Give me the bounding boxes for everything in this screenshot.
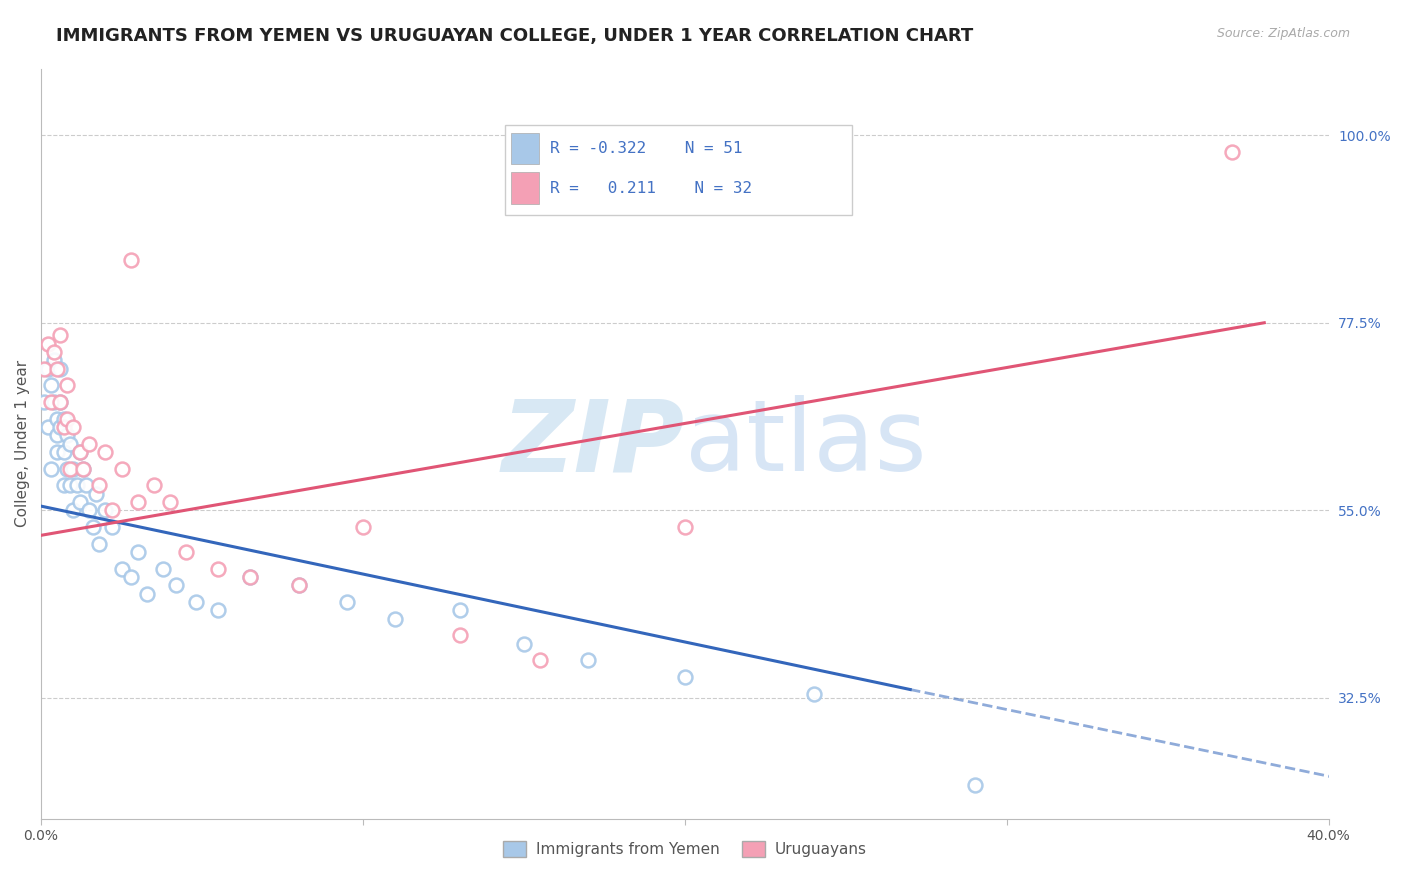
Point <box>69 495 91 509</box>
Text: ZIP: ZIP <box>502 395 685 492</box>
Point <box>56 378 79 392</box>
Point <box>110 461 132 475</box>
Point <box>72 461 94 475</box>
Text: R = -0.322    N = 51: R = -0.322 N = 51 <box>550 141 742 156</box>
Point <box>49 420 72 434</box>
Point <box>87 536 110 550</box>
Point <box>46 428 69 442</box>
Point <box>69 445 91 459</box>
Point <box>239 570 262 584</box>
Point <box>336 595 359 609</box>
Point <box>165 578 187 592</box>
Point <box>75 478 97 492</box>
Point <box>69 445 91 459</box>
Point <box>62 503 84 517</box>
Point <box>37 420 59 434</box>
Point <box>513 637 536 651</box>
Point <box>159 495 181 509</box>
Point <box>39 378 62 392</box>
Point <box>576 653 599 667</box>
Point <box>207 562 229 576</box>
Point <box>56 411 79 425</box>
Text: IMMIGRANTS FROM YEMEN VS URUGUAYAN COLLEGE, UNDER 1 YEAR CORRELATION CHART: IMMIGRANTS FROM YEMEN VS URUGUAYAN COLLE… <box>56 27 973 45</box>
Point <box>49 328 72 343</box>
Point <box>120 253 142 268</box>
Point <box>136 587 159 601</box>
Point <box>803 687 825 701</box>
Point <box>56 461 79 475</box>
Point <box>287 578 309 592</box>
Point <box>287 578 309 592</box>
Point <box>529 653 551 667</box>
Point <box>101 520 124 534</box>
Point <box>101 503 124 517</box>
Point <box>49 395 72 409</box>
Point <box>34 395 56 409</box>
Point <box>52 411 75 425</box>
Point <box>37 336 59 351</box>
Point <box>352 520 374 534</box>
Point <box>39 395 62 409</box>
Point <box>174 545 197 559</box>
FancyBboxPatch shape <box>510 172 540 204</box>
Point <box>142 478 165 492</box>
Point <box>42 353 65 368</box>
Point <box>449 628 471 642</box>
Point <box>82 520 104 534</box>
Point <box>152 562 174 576</box>
Point <box>673 670 696 684</box>
Point <box>673 520 696 534</box>
Point <box>56 428 79 442</box>
Point <box>239 570 262 584</box>
Point <box>127 495 149 509</box>
Point <box>184 595 207 609</box>
Point <box>59 478 82 492</box>
Point <box>52 420 75 434</box>
Point <box>42 345 65 359</box>
Point <box>46 411 69 425</box>
Point <box>59 461 82 475</box>
Point <box>72 461 94 475</box>
Point <box>49 395 72 409</box>
Point <box>46 361 69 376</box>
Point <box>46 445 69 459</box>
Point <box>39 461 62 475</box>
Point <box>87 478 110 492</box>
Point <box>37 361 59 376</box>
Point <box>59 436 82 450</box>
Point <box>52 445 75 459</box>
Point <box>65 478 87 492</box>
Text: Source: ZipAtlas.com: Source: ZipAtlas.com <box>1216 27 1350 40</box>
FancyBboxPatch shape <box>505 125 852 215</box>
Text: atlas: atlas <box>685 395 927 492</box>
Point <box>52 478 75 492</box>
Point <box>79 436 101 450</box>
Point <box>963 778 986 792</box>
Point <box>49 361 72 376</box>
Point <box>1220 145 1243 159</box>
Point <box>110 562 132 576</box>
Point <box>79 503 101 517</box>
Y-axis label: College, Under 1 year: College, Under 1 year <box>15 360 30 527</box>
Point <box>34 361 56 376</box>
Point <box>94 503 117 517</box>
Point <box>42 395 65 409</box>
Point <box>120 570 142 584</box>
Point <box>62 461 84 475</box>
Point <box>207 603 229 617</box>
Point <box>384 612 406 626</box>
Legend: Immigrants from Yemen, Uruguayans: Immigrants from Yemen, Uruguayans <box>498 836 872 863</box>
Text: R =   0.211    N = 32: R = 0.211 N = 32 <box>550 181 752 195</box>
Point <box>62 420 84 434</box>
Point <box>94 445 117 459</box>
Point <box>449 603 471 617</box>
Point <box>84 486 107 500</box>
FancyBboxPatch shape <box>510 133 540 164</box>
Point <box>127 545 149 559</box>
